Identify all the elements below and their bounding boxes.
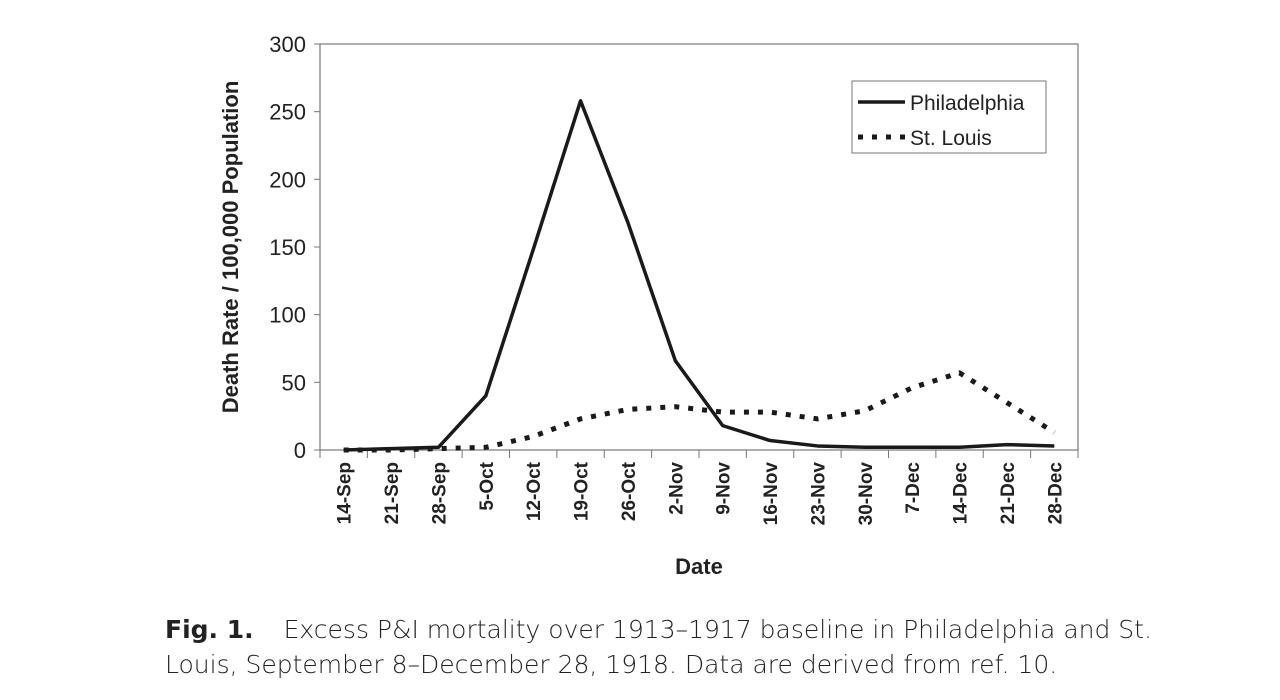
x-tick-label: 5-Oct (477, 461, 498, 510)
x-tick-label: 7-Dec (903, 462, 924, 514)
caption-text: Excess P&I mortality over 1913–1917 base… (165, 615, 1152, 679)
x-tick-label: 9-Nov (714, 462, 735, 515)
caption-label: Fig. 1. (165, 615, 254, 644)
y-tick-label: 100 (269, 303, 306, 328)
legend-label: Philadelphia (910, 92, 1025, 115)
x-tick-label: 28-Dec (1045, 462, 1066, 525)
x-tick-label: 14-Dec (951, 462, 972, 525)
y-tick-label: 200 (269, 167, 306, 192)
y-tick-label: 0 (294, 438, 306, 463)
x-tick-label: 26-Oct (619, 461, 640, 521)
y-tick-label: 150 (269, 235, 306, 260)
series-line-philadelphia (343, 99, 1055, 452)
y-tick-label: 250 (269, 100, 306, 125)
legend-label: St. Louis (910, 127, 992, 150)
x-tick-label: 21-Sep (382, 462, 403, 524)
y-axis-label: Death Rate / 100,000 Population (218, 81, 243, 414)
x-tick-label: 14-Sep (335, 462, 356, 524)
y-tick-label: 50 (282, 370, 306, 395)
x-axis-label: Date (675, 554, 723, 579)
x-tick-label: 23-Nov (808, 462, 829, 526)
x-tick-label: 16-Nov (761, 462, 782, 526)
y-tick-label: 300 (269, 32, 306, 57)
x-tick-label: 19-Oct (572, 461, 593, 521)
x-tick-label: 28-Sep (429, 462, 450, 524)
x-tick-label: 12-Oct (524, 461, 545, 521)
legend-box (851, 80, 1047, 154)
figure-caption: Fig. 1. Excess P&I mortality over 1913–19… (165, 612, 1165, 682)
x-tick-label: 21-Dec (998, 462, 1019, 525)
series-line-st-louis (343, 370, 1056, 453)
x-tick-label: 30-Nov (856, 462, 877, 526)
x-tick-label: 2-Nov (666, 462, 687, 515)
